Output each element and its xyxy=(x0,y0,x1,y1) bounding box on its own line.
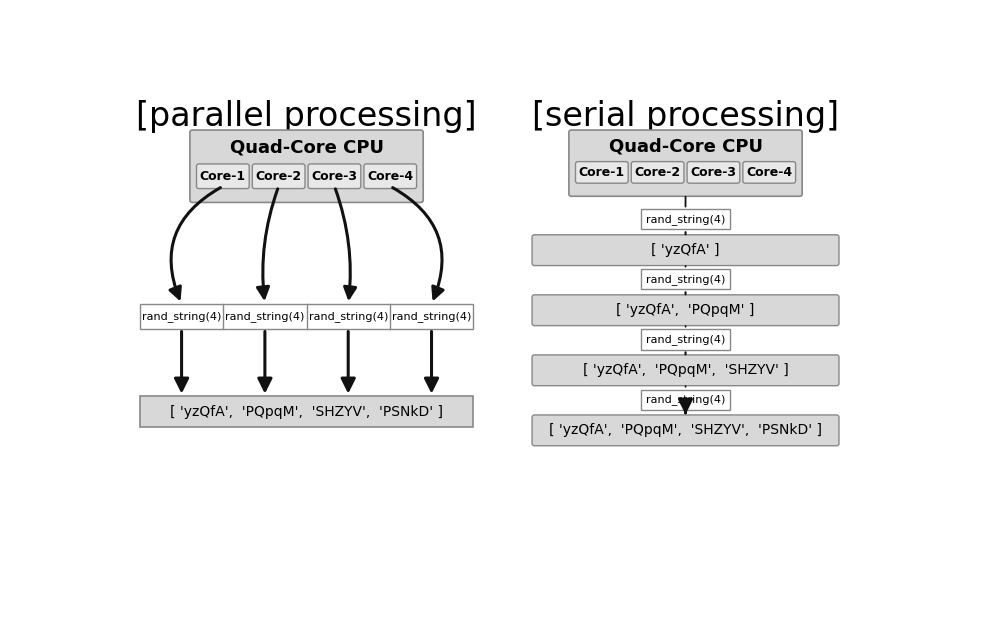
Text: [ 'yzQfA' ]: [ 'yzQfA' ] xyxy=(652,243,720,257)
Text: rand_string(4): rand_string(4) xyxy=(309,311,388,322)
FancyBboxPatch shape xyxy=(687,162,740,183)
FancyBboxPatch shape xyxy=(631,162,684,183)
Text: [ 'yzQfA',  'PQpqM',  'SHZYV' ]: [ 'yzQfA', 'PQpqM', 'SHZYV' ] xyxy=(583,363,788,378)
Text: [serial processing]: [serial processing] xyxy=(532,100,839,133)
Text: rand_string(4): rand_string(4) xyxy=(225,311,305,322)
Text: [ 'yzQfA',  'PQpqM',  'SHZYV',  'PSNkD' ]: [ 'yzQfA', 'PQpqM', 'SHZYV', 'PSNkD' ] xyxy=(170,405,443,419)
Text: rand_string(4): rand_string(4) xyxy=(646,214,725,225)
Text: Core-3: Core-3 xyxy=(690,166,736,179)
Text: Core-4: Core-4 xyxy=(368,170,413,183)
Text: rand_string(4): rand_string(4) xyxy=(646,334,725,345)
Bar xyxy=(641,269,730,290)
Text: Core-1: Core-1 xyxy=(200,170,246,183)
Text: rand_string(4): rand_string(4) xyxy=(646,274,725,285)
Text: rand_string(4): rand_string(4) xyxy=(142,311,221,322)
Text: Core-2: Core-2 xyxy=(635,166,680,179)
FancyBboxPatch shape xyxy=(532,415,838,445)
Text: Core-4: Core-4 xyxy=(746,166,792,179)
Text: [ 'yzQfA',  'PQpqM' ]: [ 'yzQfA', 'PQpqM' ] xyxy=(616,303,755,317)
Text: [parallel processing]: [parallel processing] xyxy=(137,100,477,133)
FancyBboxPatch shape xyxy=(364,164,417,188)
Text: Core-3: Core-3 xyxy=(312,170,358,183)
FancyBboxPatch shape xyxy=(743,162,795,183)
FancyBboxPatch shape xyxy=(532,235,838,265)
Bar xyxy=(140,397,473,428)
Bar xyxy=(641,329,730,349)
FancyBboxPatch shape xyxy=(308,164,361,188)
Text: Core-1: Core-1 xyxy=(579,166,625,179)
Text: [ 'yzQfA',  'PQpqM',  'SHZYV',  'PSNkD' ]: [ 'yzQfA', 'PQpqM', 'SHZYV', 'PSNkD' ] xyxy=(549,423,822,437)
Bar xyxy=(641,390,730,410)
FancyBboxPatch shape xyxy=(253,164,305,188)
FancyBboxPatch shape xyxy=(532,355,838,386)
Bar xyxy=(140,304,473,329)
FancyBboxPatch shape xyxy=(190,130,424,203)
Text: rand_string(4): rand_string(4) xyxy=(646,394,725,405)
FancyBboxPatch shape xyxy=(532,295,838,326)
FancyBboxPatch shape xyxy=(197,164,250,188)
Text: Quad-Core CPU: Quad-Core CPU xyxy=(608,137,763,155)
Text: Quad-Core CPU: Quad-Core CPU xyxy=(230,138,383,157)
Text: Core-2: Core-2 xyxy=(256,170,302,183)
FancyBboxPatch shape xyxy=(575,162,628,183)
FancyBboxPatch shape xyxy=(569,130,802,196)
Bar xyxy=(641,210,730,229)
Text: rand_string(4): rand_string(4) xyxy=(392,311,471,322)
